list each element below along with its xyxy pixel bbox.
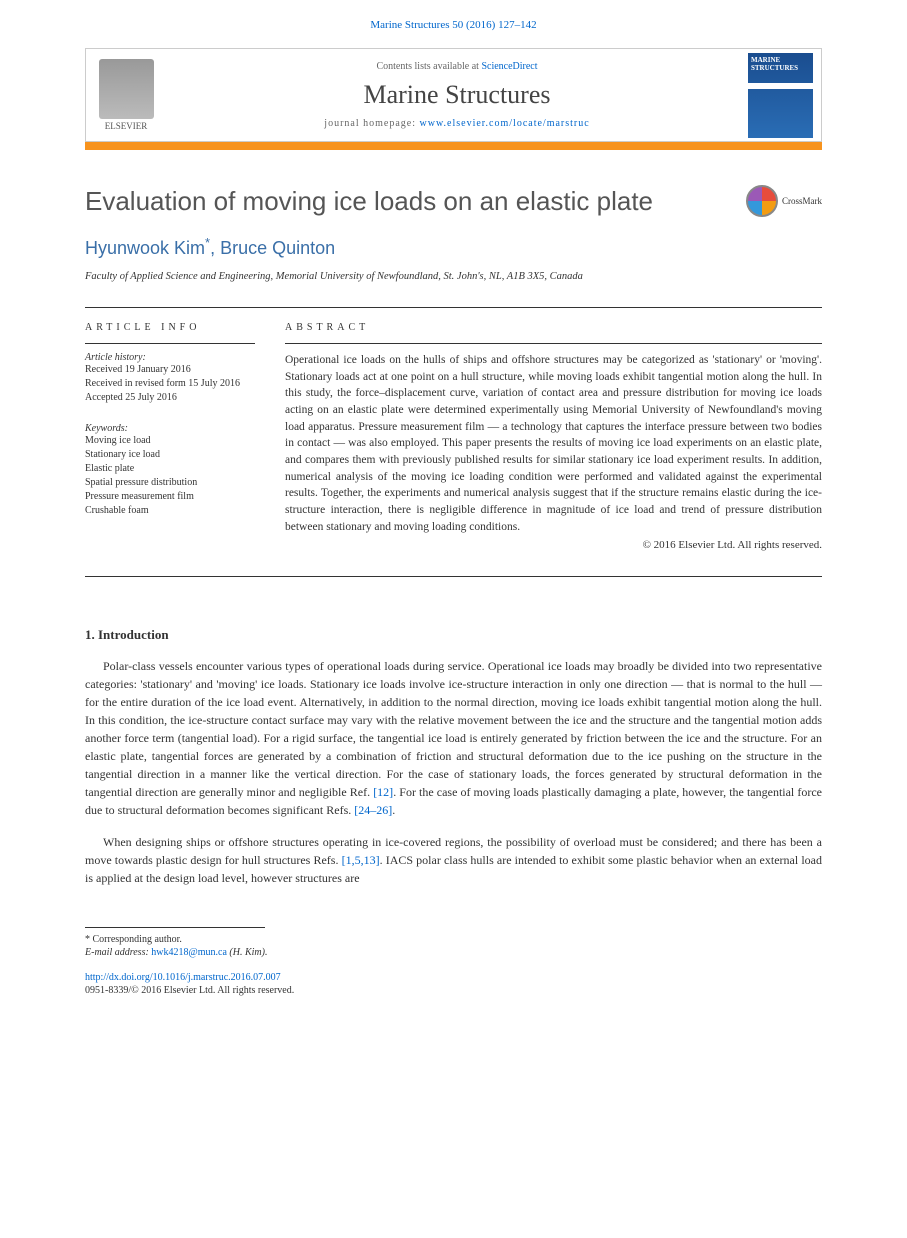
abstract-text: Operational ice loads on the hulls of sh… (285, 352, 822, 535)
footer-divider (85, 927, 265, 928)
author-2: , Bruce Quinton (210, 238, 335, 258)
corresponding-author: * Corresponding author. (85, 934, 822, 945)
crossmark-label: CrossMark (782, 196, 822, 206)
elsevier-text: ELSEVIER (105, 121, 148, 131)
keyword: Pressure measurement film (85, 490, 255, 504)
homepage-prefix: journal homepage: (324, 118, 419, 129)
cover-band (748, 83, 813, 89)
elsevier-logo: ELSEVIER (86, 50, 166, 140)
cover-title: MARINE STRUCTURES (748, 53, 813, 75)
info-abstract-row: ARTICLE INFO Article history: Received 1… (85, 308, 822, 551)
ref-link-12[interactable]: [12] (373, 785, 393, 799)
header-citation: Marine Structures 50 (2016) 127–142 (0, 0, 907, 38)
doi-link[interactable]: http://dx.doi.org/10.1016/j.marstruc.201… (85, 972, 281, 983)
author-1: Hyunwook Kim (85, 238, 205, 258)
email-line: E-mail address: hwk4218@mun.ca (H. Kim). (85, 947, 822, 958)
sciencedirect-link[interactable]: ScienceDirect (481, 61, 537, 72)
header-center: Contents lists available at ScienceDirec… (166, 49, 748, 141)
homepage-line: journal homepage: www.elsevier.com/locat… (166, 118, 748, 129)
ref-link-24-26[interactable]: [24–26] (354, 803, 392, 817)
journal-name: Marine Structures (166, 80, 748, 110)
keyword: Stationary ice load (85, 448, 255, 462)
para1-text: Polar-class vessels encounter various ty… (85, 659, 822, 799)
homepage-link[interactable]: www.elsevier.com/locate/marstruc (420, 118, 590, 129)
abstract-column: ABSTRACT Operational ice loads on the hu… (285, 308, 822, 551)
journal-header-card: ELSEVIER Contents lists available at Sci… (85, 48, 822, 142)
para1-end: . (392, 803, 395, 817)
elsevier-tree-icon (99, 59, 154, 119)
article-title: Evaluation of moving ice loads on an ela… (85, 186, 653, 217)
received-date: Received 19 January 2016 (85, 363, 255, 377)
citation-link[interactable]: Marine Structures 50 (2016) 127–142 (370, 19, 536, 31)
email-label: E-mail address: (85, 947, 151, 958)
orange-accent-bar (85, 142, 822, 150)
intro-para-1: Polar-class vessels encounter various ty… (85, 657, 822, 819)
authors: Hyunwook Kim*, Bruce Quinton (85, 235, 822, 259)
journal-cover-thumbnail: MARINE STRUCTURES (748, 53, 813, 138)
email-link[interactable]: hwk4218@mun.ca (151, 947, 227, 958)
keyword: Spatial pressure distribution (85, 476, 255, 490)
history-label: Article history: (85, 352, 255, 363)
intro-para-2: When designing ships or offshore structu… (85, 833, 822, 887)
keyword: Elastic plate (85, 462, 255, 476)
affiliation: Faculty of Applied Science and Engineeri… (85, 271, 822, 282)
abstract-copyright: © 2016 Elsevier Ltd. All rights reserved… (285, 539, 822, 551)
keyword: Moving ice load (85, 434, 255, 448)
keywords-label: Keywords: (85, 423, 255, 434)
contents-line: Contents lists available at ScienceDirec… (166, 61, 748, 72)
article-info-header: ARTICLE INFO (85, 308, 255, 343)
contents-prefix: Contents lists available at (376, 61, 481, 72)
email-suffix: (H. Kim). (227, 947, 268, 958)
ref-link-1-5-13[interactable]: [1,5,13] (342, 853, 380, 867)
keyword: Crushable foam (85, 504, 255, 518)
info-divider (85, 343, 255, 344)
divider-bottom (85, 576, 822, 577)
crossmark-badge[interactable]: CrossMark (746, 185, 822, 217)
article-info-column: ARTICLE INFO Article history: Received 1… (85, 308, 285, 551)
abstract-divider (285, 343, 822, 344)
crossmark-icon (746, 185, 778, 217)
title-row: Evaluation of moving ice loads on an ela… (85, 185, 822, 217)
issn-line: 0951-8339/© 2016 Elsevier Ltd. All right… (85, 985, 822, 996)
intro-heading: 1. Introduction (85, 627, 822, 643)
revised-date: Received in revised form 15 July 2016 (85, 377, 255, 391)
abstract-header: ABSTRACT (285, 308, 822, 343)
accepted-date: Accepted 25 July 2016 (85, 391, 255, 405)
doi-line: http://dx.doi.org/10.1016/j.marstruc.201… (85, 972, 822, 983)
